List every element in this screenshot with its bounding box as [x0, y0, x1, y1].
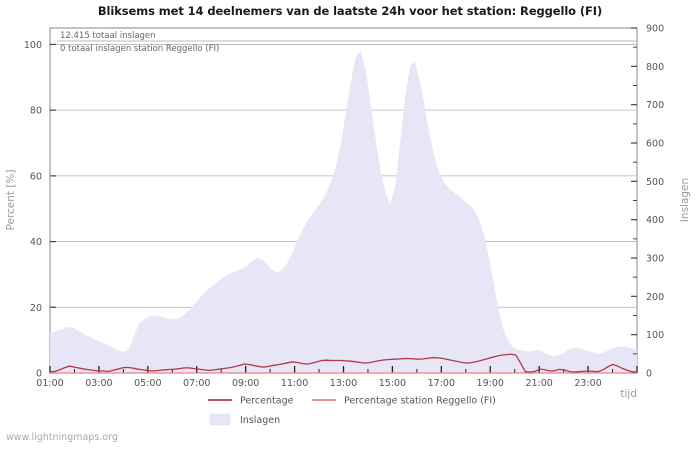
- y-tick-left: 40: [30, 237, 42, 248]
- x-tick-label: 01:00: [36, 378, 63, 389]
- y-tick-right: 0: [646, 369, 652, 380]
- y-tick-left: 20: [30, 303, 42, 314]
- legend-label-inslagen: Inslagen: [240, 415, 280, 426]
- x-tick-label: 09:00: [232, 378, 259, 389]
- legend-swatch-inslagen: [209, 413, 231, 426]
- y-tick-right: 600: [646, 139, 664, 150]
- y-tick-right: 800: [646, 62, 664, 73]
- y-axis-left-label: Percent [%]: [5, 169, 17, 230]
- annotation-station-strikes: 0 totaal inslagen station Reggello (FI): [60, 44, 219, 54]
- y-tick-left: 0: [36, 369, 42, 380]
- series-line-percentage: [49, 353, 638, 373]
- x-tick-label: 03:00: [85, 378, 112, 389]
- x-axis-ticks: 01:00 03:00 05:00 07:00 09:00 11:00 13:00 15:00…: [36, 366, 638, 389]
- chart-title: Bliksems met 14 deelnemers van de laatst…: [97, 4, 603, 18]
- x-tick-label: 17:00: [428, 378, 455, 389]
- annotations: 12.415 totaal inslagen 0 totaal inslagen…: [57, 31, 637, 54]
- x-tick-label: 21:00: [525, 378, 552, 389]
- watermark: www.lightningmaps.org: [6, 432, 118, 443]
- legend-label-percentage-station: Percentage station Reggello (FI): [344, 396, 496, 407]
- x-axis-label: tijd: [620, 388, 637, 400]
- x-tick-label: 19:00: [477, 378, 504, 389]
- y-tick-left: 100: [24, 40, 42, 51]
- legend: Percentage Percentage station Reggello (…: [208, 396, 496, 426]
- y-axis-right-ticks: 0 100 200 300 400 500 600 700 800 900: [631, 24, 664, 380]
- y-tick-right: 400: [646, 215, 664, 226]
- y-tick-right: 100: [646, 330, 664, 341]
- x-tick-label: 11:00: [281, 378, 308, 389]
- y-tick-left: 60: [30, 171, 42, 182]
- y-tick-right: 900: [646, 24, 664, 35]
- series-area-inslagen: [50, 51, 637, 373]
- x-tick-label: 13:00: [330, 378, 357, 389]
- legend-label-percentage: Percentage: [240, 396, 294, 407]
- x-tick-label: 05:00: [134, 378, 161, 389]
- y-tick-right: 700: [646, 100, 664, 111]
- y-tick-left: 80: [30, 106, 42, 117]
- y-axis-right-label: Inslagen: [679, 178, 691, 222]
- y-tick-right: 300: [646, 254, 664, 265]
- x-tick-label: 23:00: [574, 378, 601, 389]
- y-tick-right: 500: [646, 177, 664, 188]
- y-tick-right: 200: [646, 292, 664, 303]
- annotation-total-strikes: 12.415 totaal inslagen: [60, 31, 156, 41]
- x-tick-label: 07:00: [183, 378, 210, 389]
- x-tick-label: 15:00: [379, 378, 406, 389]
